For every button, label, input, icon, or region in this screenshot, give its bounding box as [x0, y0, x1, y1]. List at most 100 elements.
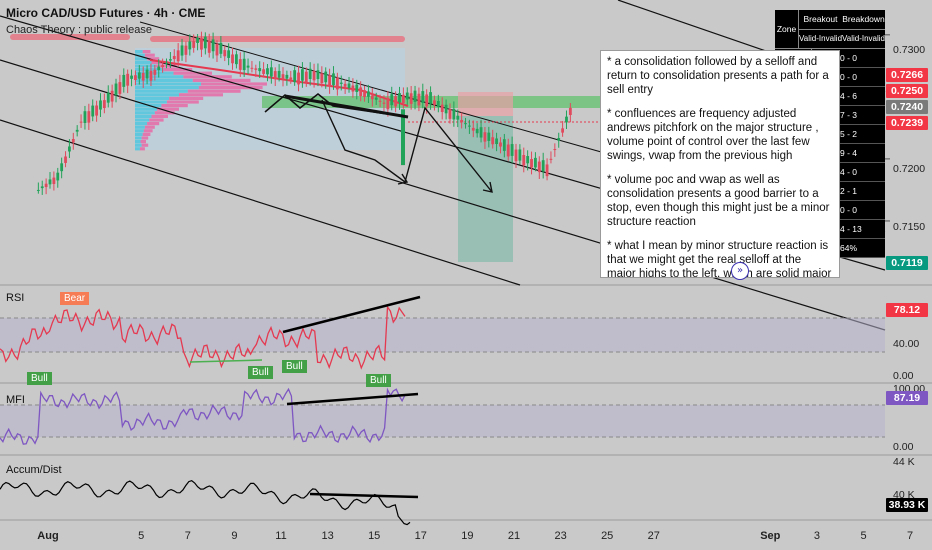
candle-body [526, 156, 530, 164]
volume-bar-up [135, 107, 157, 111]
candle-body [297, 72, 300, 85]
volume-bar-down [141, 143, 149, 147]
candle-body [347, 83, 351, 89]
candle-body [506, 144, 510, 157]
candle-body [258, 68, 262, 72]
time-axis-label: Aug [37, 530, 59, 542]
candle-body [122, 74, 126, 87]
last-candle [401, 109, 405, 166]
candle-body [207, 40, 211, 53]
candle-body [231, 54, 234, 64]
candle-body [71, 139, 75, 143]
candle-body [339, 82, 343, 84]
volume-bar-up [135, 111, 155, 115]
candle-body [425, 94, 429, 107]
candle-body [75, 129, 79, 132]
symbol-title[interactable]: Micro CAD/USD Futures · 4h · CME [6, 6, 206, 20]
time-axis-label: 21 [507, 530, 521, 542]
note-paragraph: * what I mean by minor structure reactio… [607, 240, 832, 278]
candle-body [83, 111, 87, 124]
pitchfork-line [0, 119, 521, 286]
mfi-title[interactable]: MFI [6, 394, 25, 406]
volume-bar-up [135, 57, 148, 61]
candle-body [440, 104, 444, 112]
candle-body [277, 70, 281, 78]
candle-body [390, 94, 394, 106]
candle-body [304, 71, 308, 83]
candle-body [514, 149, 518, 162]
candle-body [266, 68, 269, 75]
expand-note-icon[interactable]: » [731, 262, 749, 280]
candle-body [52, 177, 56, 184]
volume-bar-up [135, 89, 188, 93]
price-tag: 0.7240 [886, 100, 928, 114]
candle-body [126, 73, 130, 86]
candle-body [355, 84, 359, 92]
candle-body [487, 132, 491, 141]
candle-body [250, 67, 254, 69]
resistance-bar [150, 36, 405, 42]
candle-body [106, 92, 110, 103]
candle-body [262, 69, 265, 74]
price-tag: 0.7119 [886, 256, 928, 270]
candle-body [312, 71, 316, 81]
candle-body [386, 97, 390, 110]
breakout-header: Breakout [803, 14, 838, 24]
volume-bar-up [135, 114, 152, 118]
ad-title[interactable]: Accum/Dist [6, 464, 62, 476]
volume-bar-down [157, 107, 179, 111]
time-axis-label: 9 [231, 530, 238, 542]
time-axis-label: 15 [368, 530, 381, 542]
candle-body [114, 83, 118, 95]
volume-bar-down [201, 82, 267, 86]
candle-body [382, 102, 386, 104]
time-axis-label: Sep [760, 530, 781, 542]
zone-header: Zone [775, 10, 800, 48]
time-axis-label: 7 [184, 530, 191, 542]
bull-label: Bull [282, 360, 307, 373]
volume-bar-down [142, 132, 151, 136]
trade-idea-note[interactable]: * a consolidation followed by a selloff … [600, 50, 840, 278]
candle-body [48, 179, 52, 185]
volume-bar-down [141, 136, 149, 140]
candle-body [460, 119, 464, 123]
candle-body [102, 100, 106, 109]
time-axis-label: 11 [275, 530, 287, 542]
candle-body [153, 69, 157, 75]
candle-body [398, 93, 401, 103]
consolidation-base [284, 94, 409, 119]
candle-body [137, 72, 141, 79]
volume-bar-down [149, 118, 164, 122]
volume-bar-down [143, 129, 153, 133]
volume-bar-up [135, 100, 167, 104]
volume-bar-down [173, 71, 212, 75]
chart-header: Micro CAD/USD Futures · 4h · CME [6, 6, 205, 20]
volume-bar-down [142, 50, 151, 54]
candle-body [227, 50, 231, 58]
candle-body [64, 156, 67, 163]
rsi-title[interactable]: RSI [6, 292, 25, 304]
zone-value: 7 - 3 [839, 110, 857, 120]
indicator-title[interactable]: Chaos Theory : public release [6, 24, 152, 36]
volume-bar-down [183, 75, 232, 79]
candle-body [118, 82, 122, 94]
candle-body [320, 73, 324, 84]
ad-axis-label: 44 K [893, 456, 915, 468]
candle-body [285, 74, 289, 79]
volume-bar-up [135, 60, 152, 64]
rsi-axis-label: 0.00 [893, 370, 914, 382]
volume-bar-down [154, 111, 175, 115]
candle-body [215, 43, 219, 56]
candle-body [417, 93, 421, 106]
volume-bar-down [139, 147, 145, 151]
volume-bar-up [135, 122, 148, 126]
zone-value: 5 - 2 [839, 129, 857, 139]
candle-body [530, 159, 533, 168]
bull-label: Bull [27, 372, 52, 385]
candle-body [448, 109, 452, 119]
candle-body [502, 139, 506, 151]
candle-body [56, 172, 60, 181]
candle-body [95, 105, 98, 116]
volume-bar-down [140, 140, 146, 144]
zone-value: 9 - 4 [839, 148, 857, 158]
